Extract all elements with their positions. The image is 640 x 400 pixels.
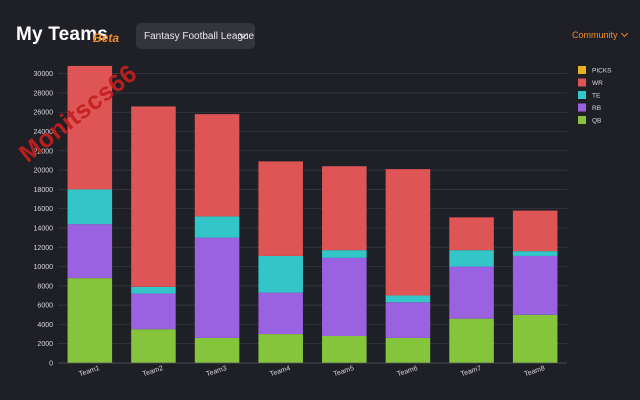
legend-swatch-picks bbox=[578, 66, 586, 74]
legend-swatch-rb bbox=[578, 103, 586, 112]
y-tick-label: 6000 bbox=[37, 303, 53, 310]
bar-segment-rb bbox=[512, 255, 558, 315]
bar-segment-te bbox=[512, 251, 558, 256]
bar-segment-qb bbox=[258, 334, 303, 363]
bar-segment-rb bbox=[322, 257, 367, 336]
legend-label: RB bbox=[592, 105, 601, 112]
league-select[interactable]: Fantasy Football League bbox=[136, 23, 255, 49]
legend-label: PICKS bbox=[592, 68, 612, 75]
y-tick-label: 12000 bbox=[34, 245, 54, 252]
y-tick-label: 16000 bbox=[34, 206, 54, 213]
legend-label: QB bbox=[592, 118, 601, 125]
x-tick-label: Team1 bbox=[78, 365, 100, 378]
y-tick-label: 14000 bbox=[34, 225, 54, 232]
legend-label: WR bbox=[592, 80, 603, 87]
x-tick-label: Team6 bbox=[396, 365, 418, 378]
y-tick-label: 28000 bbox=[34, 90, 54, 97]
x-tick-label: Team7 bbox=[460, 365, 482, 378]
bar-segment-rb bbox=[449, 266, 494, 319]
bar-segment-wr bbox=[258, 161, 303, 256]
x-tick-label: Team2 bbox=[142, 365, 164, 378]
league-select-label: Fantasy Football League bbox=[144, 30, 255, 42]
bar-segment-te bbox=[67, 189, 113, 225]
bar-segment-te bbox=[322, 250, 367, 258]
legend-swatch-qb bbox=[578, 116, 586, 124]
bar-segment-te bbox=[449, 250, 494, 267]
legend-swatch-te bbox=[578, 91, 586, 99]
community-menu[interactable]: Community bbox=[572, 30, 618, 40]
beta-badge: Beta bbox=[93, 31, 120, 45]
x-tick-label: Team8 bbox=[524, 365, 546, 378]
bar-segment-qb bbox=[322, 335, 367, 363]
page-title: My Teams bbox=[16, 24, 109, 45]
bar-segment-wr bbox=[67, 65, 113, 190]
y-tick-label: 8000 bbox=[37, 283, 53, 290]
x-tick-label: Team4 bbox=[269, 365, 291, 378]
bar-segment-qb bbox=[67, 278, 113, 363]
bar-segment-qb bbox=[194, 337, 240, 363]
bar-segment-wr bbox=[385, 169, 431, 296]
y-tick-label: 30000 bbox=[34, 71, 54, 78]
bar-segment-wr bbox=[131, 106, 176, 287]
bar-segment-te bbox=[194, 216, 240, 238]
bar-segment-rb bbox=[194, 237, 240, 338]
y-tick-label: 18000 bbox=[34, 187, 54, 194]
bar-segment-qb bbox=[512, 314, 558, 363]
bar-segment-rb bbox=[258, 292, 303, 335]
bar-segment-rb bbox=[385, 302, 431, 338]
legend-label: TE bbox=[592, 93, 601, 100]
x-tick-label: Team3 bbox=[206, 365, 228, 378]
bar-segment-te bbox=[385, 295, 431, 303]
bar-segment-rb bbox=[131, 293, 176, 330]
bar-segment-qb bbox=[131, 329, 176, 363]
bar-segment-qb bbox=[385, 337, 431, 363]
bar-segment-qb bbox=[449, 318, 494, 363]
legend-swatch-wr bbox=[578, 78, 586, 87]
y-tick-label: 24000 bbox=[34, 129, 54, 136]
y-tick-label: 26000 bbox=[34, 110, 54, 117]
bar-segment-wr bbox=[322, 166, 367, 251]
bar-segment-rb bbox=[67, 224, 113, 279]
header: My Teams Beta Fantasy Football League Co… bbox=[0, 0, 640, 60]
x-tick-label: Team5 bbox=[333, 365, 355, 378]
y-tick-label: 22000 bbox=[34, 148, 54, 155]
bar-segment-wr bbox=[194, 114, 240, 217]
y-tick-label: 0 bbox=[49, 361, 53, 368]
y-tick-label: 20000 bbox=[34, 168, 54, 175]
y-tick-label: 4000 bbox=[37, 322, 53, 329]
bar-segment-te bbox=[258, 255, 303, 293]
y-tick-label: 2000 bbox=[37, 341, 53, 348]
bar-segment-te bbox=[131, 286, 176, 294]
y-tick-label: 10000 bbox=[34, 264, 54, 271]
bar-segment-wr bbox=[512, 210, 558, 252]
bar-segment-wr bbox=[449, 217, 494, 251]
